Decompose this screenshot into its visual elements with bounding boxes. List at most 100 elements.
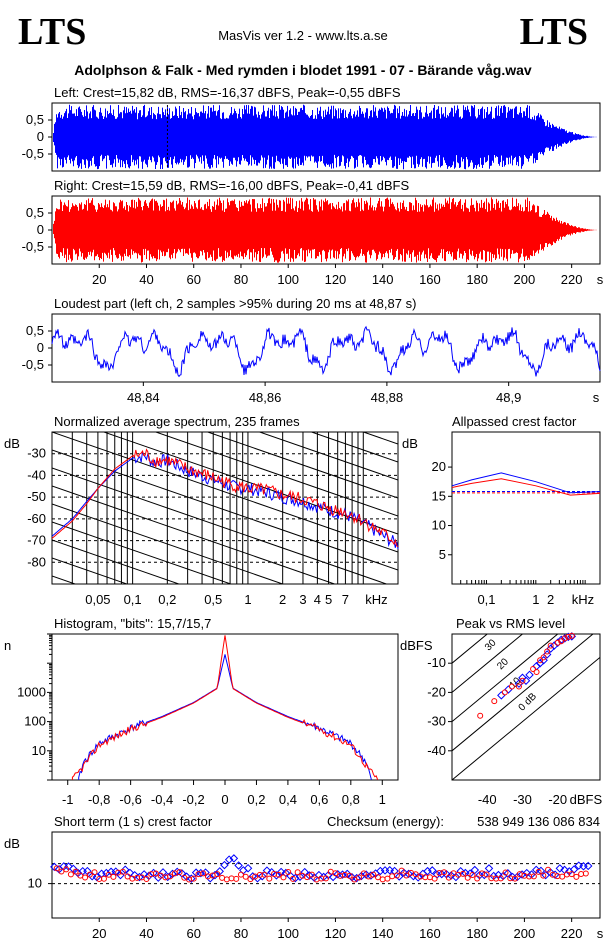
- loudest-frame: [51, 313, 601, 383]
- shortcrest-point-right: [223, 876, 230, 883]
- shortcrest-point-right: [497, 875, 504, 882]
- shortcrest-point-right: [204, 873, 211, 880]
- shortcrest-point-right: [289, 875, 296, 882]
- shortcrest-point-right: [82, 874, 89, 881]
- shortcrest-point-right: [464, 874, 471, 881]
- shortcrest-point-right: [559, 873, 566, 880]
- spectrum-xtick: 7: [342, 592, 349, 607]
- allpass-frame: [451, 431, 601, 585]
- shortcrest-point-right: [285, 868, 292, 875]
- shortcrest-point-left: [191, 868, 201, 877]
- spectrum-xtick: 0,5: [204, 592, 222, 607]
- shortcrest-point-right: [233, 875, 240, 882]
- spectrum-slope-line: [52, 503, 285, 584]
- shortcrest-title: Short term (1 s) crest factor: [54, 814, 213, 829]
- loudest-ytick: 0: [37, 340, 44, 355]
- allpass-ytick: 15: [432, 488, 446, 503]
- histogram-xtick: -0,2: [182, 792, 204, 807]
- spectrum-slopes: [52, 432, 398, 750]
- allpass-ytick: 20: [432, 459, 446, 474]
- shortcrest-point-right: [530, 873, 537, 880]
- shortcrest-point-right: [398, 867, 405, 874]
- peakrms-ylabel: dBFS: [400, 638, 433, 653]
- shortcrest-point-left: [527, 870, 536, 879]
- shortcrest-point-left: [120, 865, 130, 874]
- histogram-xtick: -1: [62, 792, 74, 807]
- spectrum-slope-line: [52, 485, 337, 584]
- shortcrest-point-left: [475, 871, 484, 880]
- shortcrest-point-right: [356, 874, 363, 881]
- peakrms-point-right: [533, 668, 540, 675]
- shortcrest-point-left: [206, 874, 215, 883]
- spectrum-xtick: 3: [299, 592, 306, 607]
- spectrum-slope-line: [52, 630, 398, 750]
- right-waveform-xtick: 20: [92, 272, 106, 287]
- peakrms-point-right: [530, 666, 537, 673]
- peakrms-point-right: [491, 698, 498, 705]
- spectrum-ylabel: dB: [4, 436, 20, 451]
- right-waveform-ytick: 0: [37, 222, 44, 237]
- spectrum-slope-line: [52, 449, 398, 571]
- right-waveform-xtick: 120: [325, 272, 347, 287]
- spectrum-ytick: -30: [27, 446, 46, 461]
- shortcrest-point-right: [384, 875, 391, 882]
- shortcrest-point-right: [412, 871, 419, 878]
- shortcrest-point-right: [346, 872, 353, 879]
- shortcrest-point-right: [474, 875, 481, 882]
- checksum-label: Checksum (energy):: [327, 814, 444, 829]
- peakrms-ytick: -10: [427, 655, 446, 670]
- right-waveform-xtick: 200: [514, 272, 536, 287]
- shortcrest-xtick: 160: [419, 926, 441, 941]
- shortcrest-xtick: 60: [186, 926, 200, 941]
- shortcrest-point-right: [190, 875, 197, 882]
- spectrum-xtick: 2: [279, 592, 286, 607]
- spectrum-xtick: 0,1: [124, 592, 142, 607]
- peakrms-ytick: -20: [427, 684, 446, 699]
- shortcrest-point-right: [511, 875, 518, 882]
- left-waveform-title: Left: Crest=15,82 dB, RMS=-16,37 dBFS, P…: [54, 85, 401, 100]
- shortcrest-point-right: [72, 868, 79, 875]
- peakrms-point-right: [508, 683, 515, 690]
- shortcrest-point-left: [267, 867, 276, 877]
- histogram-ytick: 1000: [17, 684, 46, 699]
- shortcrest-point-right: [275, 871, 282, 878]
- histogram-xtick: 0,4: [279, 792, 297, 807]
- shortcrest-point-right: [332, 870, 339, 877]
- peakrms-xtick: -40: [478, 792, 497, 807]
- allpass-xtick: kHz: [572, 592, 594, 607]
- shortcrest-point-left: [229, 854, 239, 863]
- shortcrest-point-right: [167, 873, 174, 880]
- shortcrest-point-right: [294, 869, 301, 876]
- shortcrest-point-right: [91, 869, 98, 876]
- shortcrest-point-right: [360, 870, 367, 877]
- allpass-ytick: 5: [439, 547, 446, 562]
- shortcrest-point-left: [83, 866, 92, 876]
- shortcrest-point-right: [143, 876, 150, 883]
- shortcrest-point-right: [431, 875, 438, 882]
- peakrms-point-left: [497, 691, 506, 700]
- shortcrest-point-right: [445, 874, 452, 881]
- shortcrest-point-left: [508, 872, 517, 882]
- left-waveform-signal: [53, 104, 600, 170]
- peakrms-point-right: [544, 648, 551, 655]
- shortcrest-point-left: [243, 864, 253, 873]
- shortcrest-point-right: [237, 871, 244, 878]
- song-title: Adolphson & Falk - Med rymden i blodet 1…: [74, 62, 532, 78]
- spectrum-slope-line: [52, 467, 388, 584]
- shortcrest-point-right: [266, 875, 273, 882]
- shortcrest-point-right: [63, 866, 70, 873]
- right-waveform-ytick: 0,5: [26, 205, 44, 220]
- right-waveform-ytick: -0,5: [22, 239, 44, 254]
- spectrum-xtick: 5: [325, 592, 332, 607]
- shortcrest-point-right: [214, 871, 221, 878]
- shortcrest-point-right: [119, 868, 126, 875]
- logo-right: LTS: [519, 11, 588, 53]
- loudest-xtick: s: [593, 390, 600, 405]
- spectrum-xtick: 1: [244, 592, 251, 607]
- peakrms-crest-label: 20: [495, 656, 511, 672]
- shortcrest-point-right: [261, 871, 268, 878]
- spectrum-grid: [51, 432, 399, 584]
- spectrum-series-left: [51, 451, 399, 550]
- shortcrest-xtick: 80: [234, 926, 248, 941]
